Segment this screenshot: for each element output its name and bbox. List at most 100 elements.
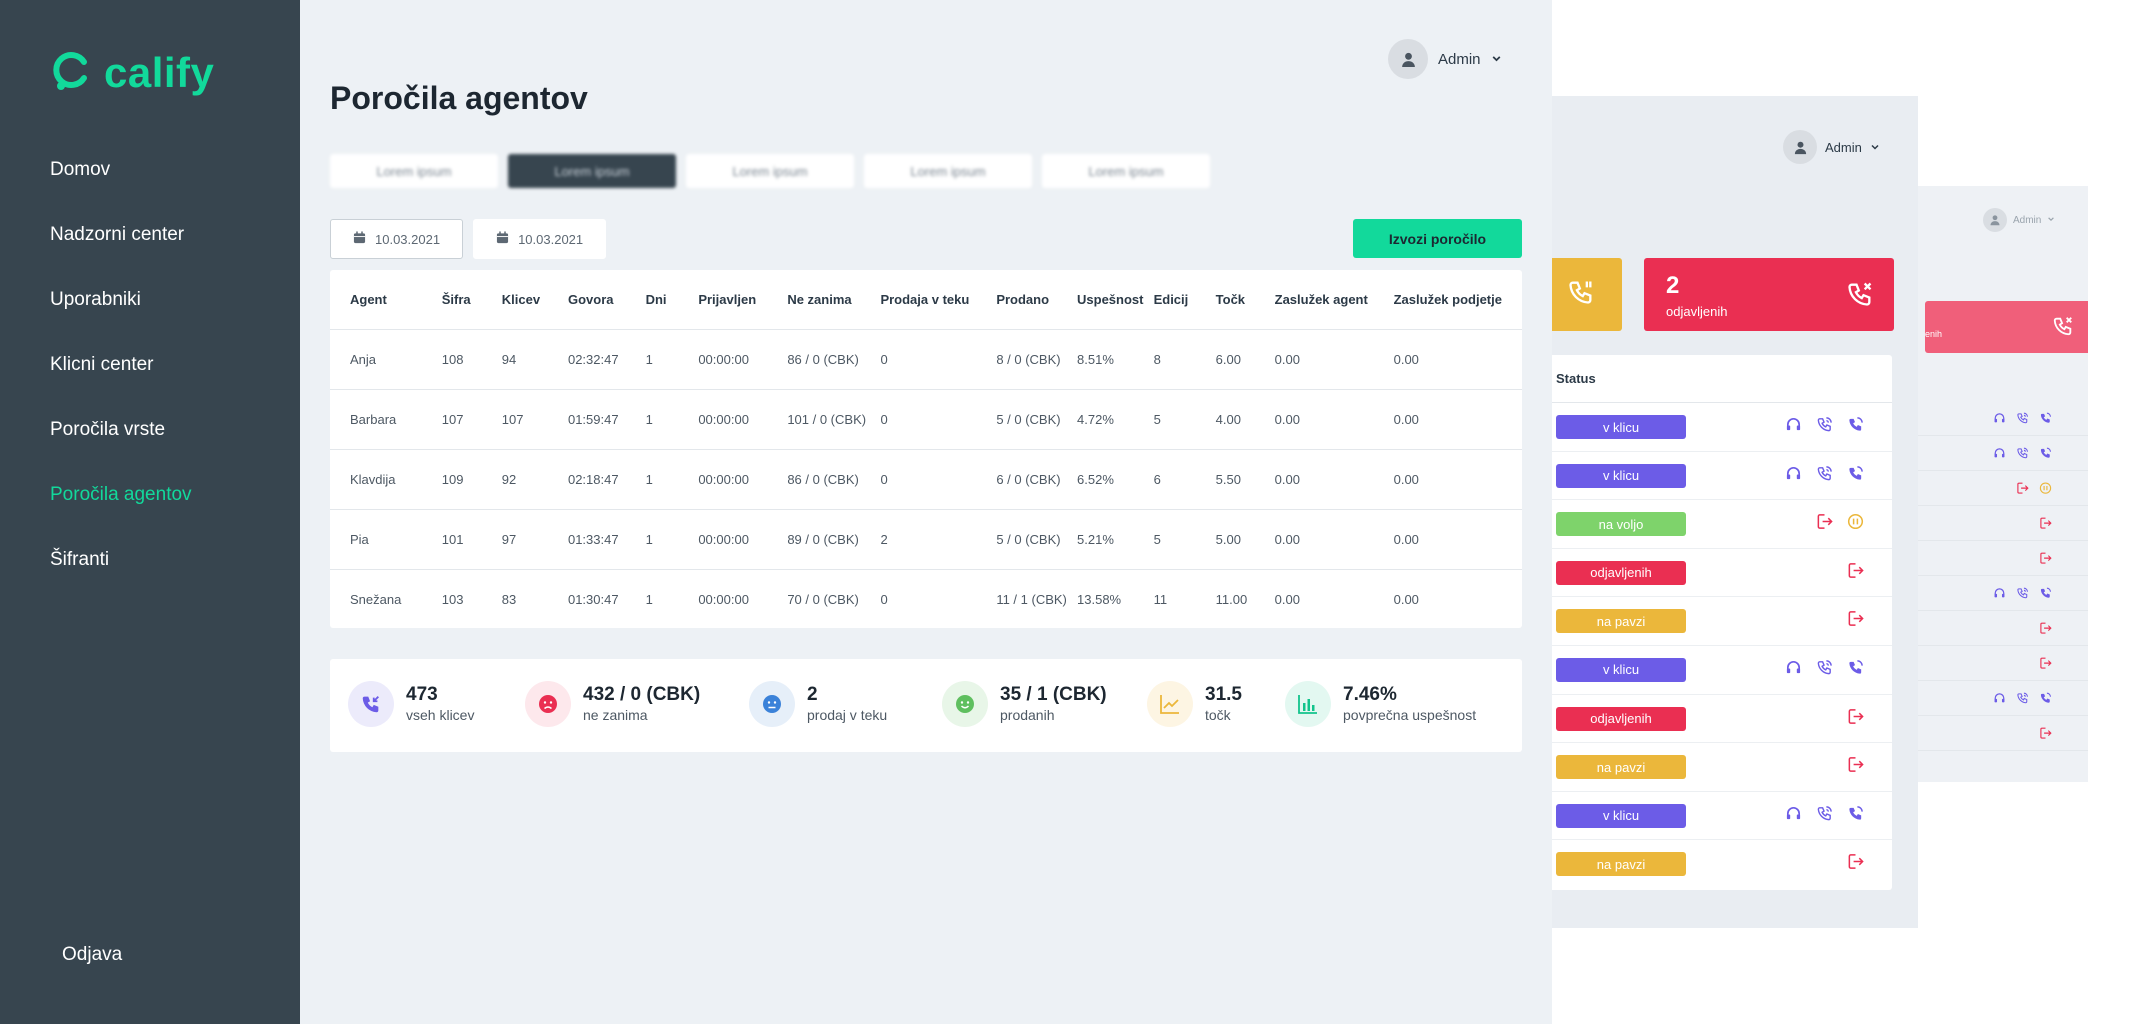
column-header[interactable]: Prodano	[996, 270, 1078, 330]
logout-icon[interactable]	[1847, 756, 1864, 778]
logout-icon[interactable]	[2039, 622, 2052, 639]
column-header[interactable]: Šifra	[441, 270, 502, 330]
tab-2[interactable]: Lorem ipsum	[686, 154, 854, 188]
user-icon	[1783, 130, 1817, 164]
headset-icon[interactable]	[1785, 659, 1802, 681]
column-header[interactable]: Uspešnost	[1077, 270, 1154, 330]
export-report-button[interactable]: Izvozi poročilo	[1353, 219, 1522, 258]
chevron-down-icon	[2047, 215, 2055, 226]
column-header[interactable]: Zaslužek podjetje	[1393, 270, 1522, 330]
status-row: na pavzi	[1540, 743, 1892, 792]
listen-icon[interactable]	[2016, 692, 2029, 709]
table-cell: 0.00	[1393, 591, 1419, 607]
listen-icon[interactable]	[1816, 465, 1833, 487]
column-header[interactable]: Točk	[1215, 270, 1275, 330]
column-header[interactable]: Govora	[567, 270, 646, 330]
sidebar-item-1[interactable]: Nadzorni center	[50, 224, 185, 245]
logout-icon[interactable]	[2016, 482, 2029, 499]
table-row[interactable]: Klavdija 109 92 02:18:47 1 00:00:00 86 / 0 (CB…	[330, 449, 1522, 510]
user-name: Admin	[1438, 50, 1481, 68]
column-header[interactable]: Prodaja v teku	[880, 270, 997, 330]
headset-icon[interactable]	[1993, 412, 2006, 429]
call-icon[interactable]	[2039, 412, 2052, 429]
listen-icon[interactable]	[1816, 805, 1833, 827]
table-cell: 00:00:00	[698, 389, 788, 450]
column-header[interactable]: Dni	[645, 270, 699, 330]
logout-icon[interactable]	[2039, 657, 2052, 674]
user-menu[interactable]: Admin	[1783, 130, 1880, 164]
table-row[interactable]: Pia 101 97 01:33:47 1 00:00:00 89 / 0 (CBK) 2 5 …	[330, 509, 1522, 570]
listen-icon[interactable]	[2016, 412, 2029, 429]
status-row	[1800, 541, 2088, 576]
listen-icon[interactable]	[1816, 416, 1833, 438]
tab-4[interactable]: Lorem ipsum	[1042, 154, 1210, 188]
date-from-picker[interactable]: 10.03.2021	[330, 219, 464, 259]
table-cell: Anja	[330, 329, 442, 390]
call-pause-icon	[1567, 278, 1595, 311]
listen-icon[interactable]	[2016, 587, 2029, 604]
sidebar-item-0[interactable]: Domov	[50, 159, 111, 180]
logout-icon[interactable]	[2039, 517, 2052, 534]
call-icon[interactable]	[1847, 465, 1864, 487]
logout-icon[interactable]	[1847, 610, 1864, 632]
logout-icon[interactable]	[2039, 552, 2052, 569]
headset-icon[interactable]	[1993, 447, 2006, 464]
tab-0[interactable]: Lorem ipsum	[330, 154, 498, 188]
call-icon[interactable]	[1847, 416, 1864, 438]
column-header[interactable]: Agent	[330, 270, 442, 330]
headset-icon[interactable]	[1785, 416, 1802, 438]
table-row[interactable]: Barbara 107 107 01:59:47 1 00:00:00 101 / 0 (C…	[330, 389, 1522, 450]
tab-1[interactable]: Lorem ipsum	[508, 154, 676, 188]
column-header[interactable]: Prijavljen	[698, 270, 788, 330]
status-row	[1800, 611, 2088, 646]
stat-value: 2	[807, 684, 818, 705]
pause-icon[interactable]	[1847, 513, 1864, 535]
column-header[interactable]: Ne zanima	[787, 270, 881, 330]
user-menu[interactable]: Admin	[1388, 39, 1502, 79]
table-cell: 4.00	[1215, 389, 1275, 450]
sidebar-item-6[interactable]: Šifranti	[50, 549, 110, 570]
user-menu-small[interactable]: Admin	[1983, 208, 2055, 232]
table-cell: 8 / 0 (CBK)	[996, 329, 1078, 390]
date-to-picker[interactable]: 10.03.2021	[473, 219, 607, 259]
stat-label: prodanih	[1000, 707, 1055, 723]
call-icon[interactable]	[2039, 447, 2052, 464]
headset-icon[interactable]	[1785, 805, 1802, 827]
logout-link[interactable]: Odjava	[62, 944, 123, 965]
row-actions	[1785, 805, 1864, 827]
sidebar-item-3[interactable]: Klicni center	[50, 354, 154, 375]
call-icon[interactable]	[1847, 659, 1864, 681]
paused-counter	[1540, 258, 1622, 331]
logout-icon[interactable]	[1816, 513, 1833, 535]
listen-icon[interactable]	[1816, 659, 1833, 681]
table-cell: Klavdija	[330, 449, 442, 510]
sidebar-item-4[interactable]: Poročila vrste	[50, 419, 166, 440]
tab-3[interactable]: Lorem ipsum	[864, 154, 1032, 188]
stat-prodanih: 35 / 1 (CBK) prodanih	[942, 681, 1107, 727]
status-row	[1800, 506, 2088, 541]
column-header[interactable]: Zaslužek agent	[1274, 270, 1394, 330]
stat-label: povprečna uspešnost	[1343, 707, 1477, 723]
table-row[interactable]: Snežana 103 83 01:30:47 1 00:00:00 70 / 0 (CBK…	[330, 569, 1522, 629]
call-icon[interactable]	[1847, 805, 1864, 827]
headset-icon[interactable]	[1785, 465, 1802, 487]
call-icon[interactable]	[2039, 692, 2052, 709]
sidebar-item-5[interactable]: Poročila agentov	[50, 484, 192, 505]
pause-icon[interactable]	[2039, 482, 2052, 499]
column-header[interactable]: Klicev	[501, 270, 568, 330]
stat-točk: 31.5 točk	[1147, 681, 1242, 727]
headset-icon[interactable]	[1993, 587, 2006, 604]
sidebar-item-2[interactable]: Uporabniki	[50, 289, 141, 310]
logout-icon[interactable]	[1847, 853, 1864, 875]
column-header[interactable]: Edicij	[1153, 270, 1216, 330]
logout-icon[interactable]	[1847, 562, 1864, 584]
table-cell: 1	[645, 449, 699, 510]
logout-icon[interactable]	[1847, 708, 1864, 730]
logo[interactable]: calify	[50, 48, 214, 97]
logout-icon[interactable]	[2039, 727, 2052, 744]
listen-icon[interactable]	[2016, 447, 2029, 464]
status-row	[1800, 576, 2088, 611]
call-icon[interactable]	[2039, 587, 2052, 604]
headset-icon[interactable]	[1993, 692, 2006, 709]
table-row[interactable]: Anja 108 94 02:32:47 1 00:00:00 86 / 0 (CBK) 0 8…	[330, 329, 1522, 390]
